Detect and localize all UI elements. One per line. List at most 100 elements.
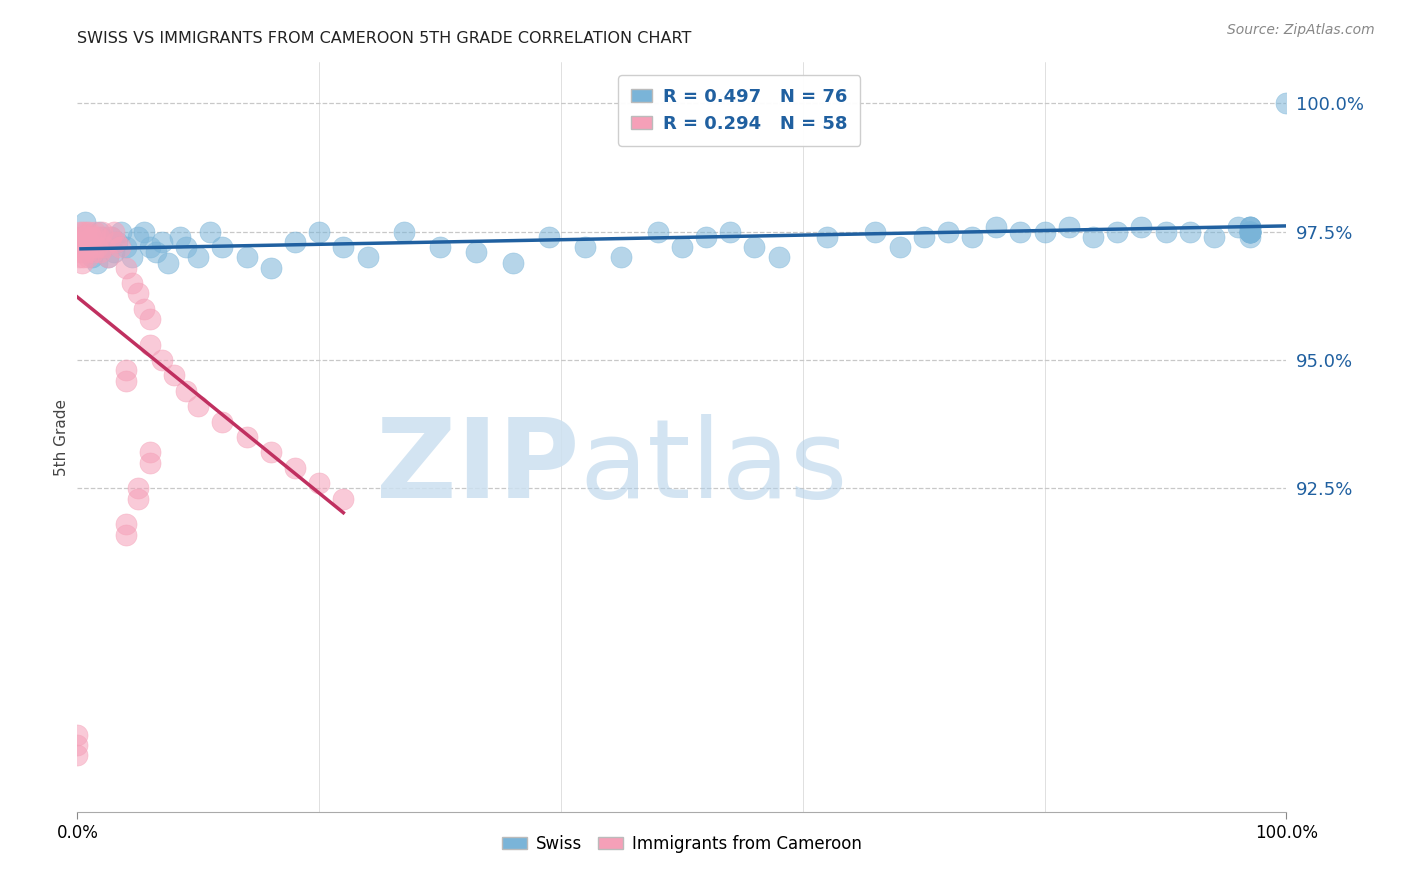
Point: [174, 384, 197, 398]
Point: [114, 240, 136, 254]
Point: [114, 260, 136, 275]
Point: [1239, 225, 1261, 239]
Point: [79, 230, 101, 244]
Point: [73, 230, 96, 244]
Point: [1239, 219, 1261, 234]
Point: [308, 225, 330, 239]
Point: [90, 230, 112, 244]
Point: [121, 251, 143, 265]
Point: [69, 240, 91, 254]
Point: [1239, 225, 1261, 239]
Point: [332, 240, 354, 254]
Point: [502, 255, 524, 269]
Point: [114, 374, 136, 388]
Point: [114, 517, 136, 532]
Point: [356, 251, 378, 265]
Point: [86, 255, 108, 269]
Point: [127, 482, 149, 496]
Point: [79, 225, 101, 239]
Point: [90, 225, 112, 239]
Point: [76, 240, 98, 254]
Point: [1239, 225, 1261, 239]
Point: [1239, 225, 1261, 239]
Point: [127, 491, 149, 506]
Point: [1202, 230, 1225, 244]
Point: [70, 230, 93, 244]
Point: [66, 728, 89, 742]
Point: [392, 225, 415, 239]
Point: [235, 251, 257, 265]
Point: [718, 225, 741, 239]
Point: [671, 240, 693, 254]
Text: SWISS VS IMMIGRANTS FROM CAMEROON 5TH GRADE CORRELATION CHART: SWISS VS IMMIGRANTS FROM CAMEROON 5TH GR…: [77, 31, 692, 46]
Point: [96, 251, 118, 265]
Point: [67, 235, 90, 249]
Point: [1239, 225, 1261, 239]
Point: [1033, 225, 1056, 239]
Point: [139, 445, 162, 459]
Point: [1154, 225, 1177, 239]
Point: [200, 225, 222, 239]
Point: [768, 251, 790, 265]
Point: [114, 527, 136, 541]
Point: [110, 225, 132, 239]
Point: [1239, 225, 1261, 239]
Point: [574, 240, 596, 254]
Point: [537, 230, 560, 244]
Point: [66, 748, 89, 763]
Point: [100, 230, 122, 244]
Point: [132, 225, 155, 239]
Point: [79, 245, 101, 260]
Point: [1130, 219, 1153, 234]
Point: [67, 251, 90, 265]
Point: [429, 240, 451, 254]
Point: [108, 240, 131, 254]
Point: [960, 230, 983, 244]
Point: [132, 301, 155, 316]
Point: [82, 245, 104, 260]
Point: [70, 245, 93, 260]
Point: [80, 251, 103, 265]
Point: [127, 286, 149, 301]
Point: [76, 245, 98, 260]
Point: [83, 235, 105, 249]
Point: [211, 240, 233, 254]
Point: [70, 240, 93, 254]
Point: [1107, 225, 1129, 239]
Point: [284, 235, 307, 249]
Point: [1239, 219, 1261, 234]
Point: [83, 230, 105, 244]
Text: atlas: atlas: [579, 414, 848, 521]
Point: [150, 235, 173, 249]
Point: [150, 353, 173, 368]
Point: [105, 235, 128, 249]
Point: [66, 738, 89, 752]
Point: [174, 240, 197, 254]
Point: [308, 476, 330, 491]
Point: [139, 337, 162, 351]
Point: [1081, 230, 1104, 244]
Point: [647, 225, 669, 239]
Point: [100, 230, 122, 244]
Point: [815, 230, 838, 244]
Point: [77, 251, 100, 265]
Point: [114, 363, 136, 377]
Point: [169, 230, 191, 244]
Point: [865, 225, 887, 239]
Point: [1239, 230, 1261, 244]
Point: [87, 230, 110, 244]
Point: [211, 415, 233, 429]
Point: [84, 225, 107, 239]
Point: [1178, 225, 1201, 239]
Point: [187, 251, 209, 265]
Point: [93, 240, 115, 254]
Point: [121, 276, 143, 290]
Point: [1239, 219, 1261, 234]
Point: [127, 230, 149, 244]
Point: [284, 461, 307, 475]
Point: [139, 456, 162, 470]
Point: [75, 240, 97, 254]
Y-axis label: 5th Grade: 5th Grade: [53, 399, 69, 475]
Point: [986, 219, 1008, 234]
Point: [332, 491, 354, 506]
